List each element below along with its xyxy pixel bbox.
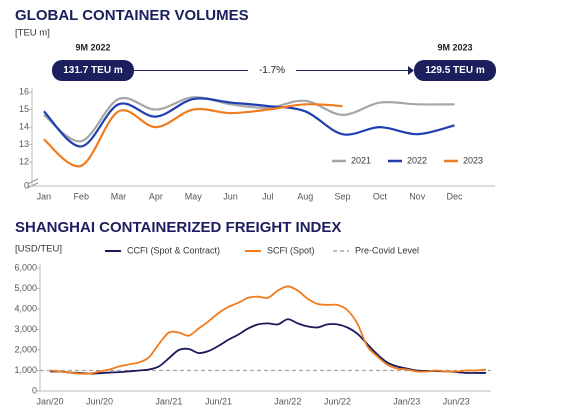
- y-tick-label: 16: [19, 86, 29, 96]
- series-line: [43, 103, 343, 168]
- annotation-label: 129.5 TEU m: [425, 65, 485, 76]
- y-tick-label: 15: [19, 104, 29, 114]
- legend-label: 2021: [351, 155, 371, 165]
- series-line: [43, 97, 455, 148]
- annotation-arrowhead: [408, 66, 414, 75]
- y-tick-label: 6,000: [14, 262, 37, 272]
- x-tick-label: Jun/22: [324, 396, 351, 406]
- x-tick-label: Dec: [447, 191, 464, 201]
- annotation-period: 9M 2023: [437, 42, 472, 52]
- legend-label: 2022: [407, 155, 427, 165]
- x-tick-label: Jul: [262, 191, 274, 201]
- y-tick-label: 1,000: [14, 365, 37, 375]
- change-label: -1.7%: [259, 65, 285, 76]
- y-axis-label: [USD/TEU]: [15, 244, 62, 255]
- legend-label: SCFI (Spot): [267, 245, 315, 255]
- x-tick-label: Jun/23: [443, 396, 470, 406]
- y-tick-label: 4,000: [14, 303, 37, 313]
- legend-label: CCFI (Spot & Contract): [127, 245, 220, 255]
- y-tick-label: 14: [19, 122, 29, 132]
- annotation-pill: [52, 60, 134, 81]
- annotation-pill: [414, 60, 496, 81]
- x-tick-label: Jan/20: [36, 396, 63, 406]
- y-tick-label: 12: [19, 157, 29, 167]
- x-tick-label: Jan: [37, 191, 52, 201]
- x-tick-label: Oct: [373, 191, 388, 201]
- x-tick-label: May: [185, 191, 203, 201]
- y-tick-label: 2,000: [14, 344, 37, 354]
- series-line: [49, 318, 487, 375]
- y-axis-label: [TEU m]: [15, 28, 50, 39]
- change-bg: [248, 63, 296, 78]
- x-tick-label: Mar: [111, 191, 127, 201]
- axis-break: [27, 178, 39, 185]
- x-tick-label: Aug: [297, 191, 313, 201]
- y-tick-label: 13: [19, 139, 29, 149]
- y-tick-label: 0: [24, 180, 29, 190]
- x-tick-label: Jun: [223, 191, 238, 201]
- legend-label: Pre-Covid Level: [355, 245, 419, 255]
- x-tick-label: Jan/23: [393, 396, 420, 406]
- axis-break: [27, 182, 39, 189]
- x-tick-label: Apr: [149, 191, 163, 201]
- legend-label: 2023: [463, 155, 483, 165]
- y-tick-label: 0: [32, 385, 37, 395]
- chart-title: SHANGHAI CONTAINERIZED FREIGHT INDEX: [15, 219, 341, 236]
- y-tick-label: 5,000: [14, 283, 37, 293]
- chart-title: GLOBAL CONTAINER VOLUMES: [15, 7, 249, 24]
- y-tick-label: 3,000: [14, 324, 37, 334]
- x-tick-label: Jun/20: [86, 396, 113, 406]
- x-tick-label: Jan/22: [274, 396, 301, 406]
- x-tick-label: Jun/21: [205, 396, 232, 406]
- x-tick-label: Sep: [335, 191, 351, 201]
- x-tick-label: Nov: [409, 191, 426, 201]
- annotation-period: 9M 2022: [75, 42, 110, 52]
- x-tick-label: Jan/21: [155, 396, 182, 406]
- annotation-label: 131.7 TEU m: [63, 65, 123, 76]
- series-line: [49, 285, 487, 375]
- series-line: [43, 96, 455, 143]
- x-tick-label: Feb: [73, 191, 89, 201]
